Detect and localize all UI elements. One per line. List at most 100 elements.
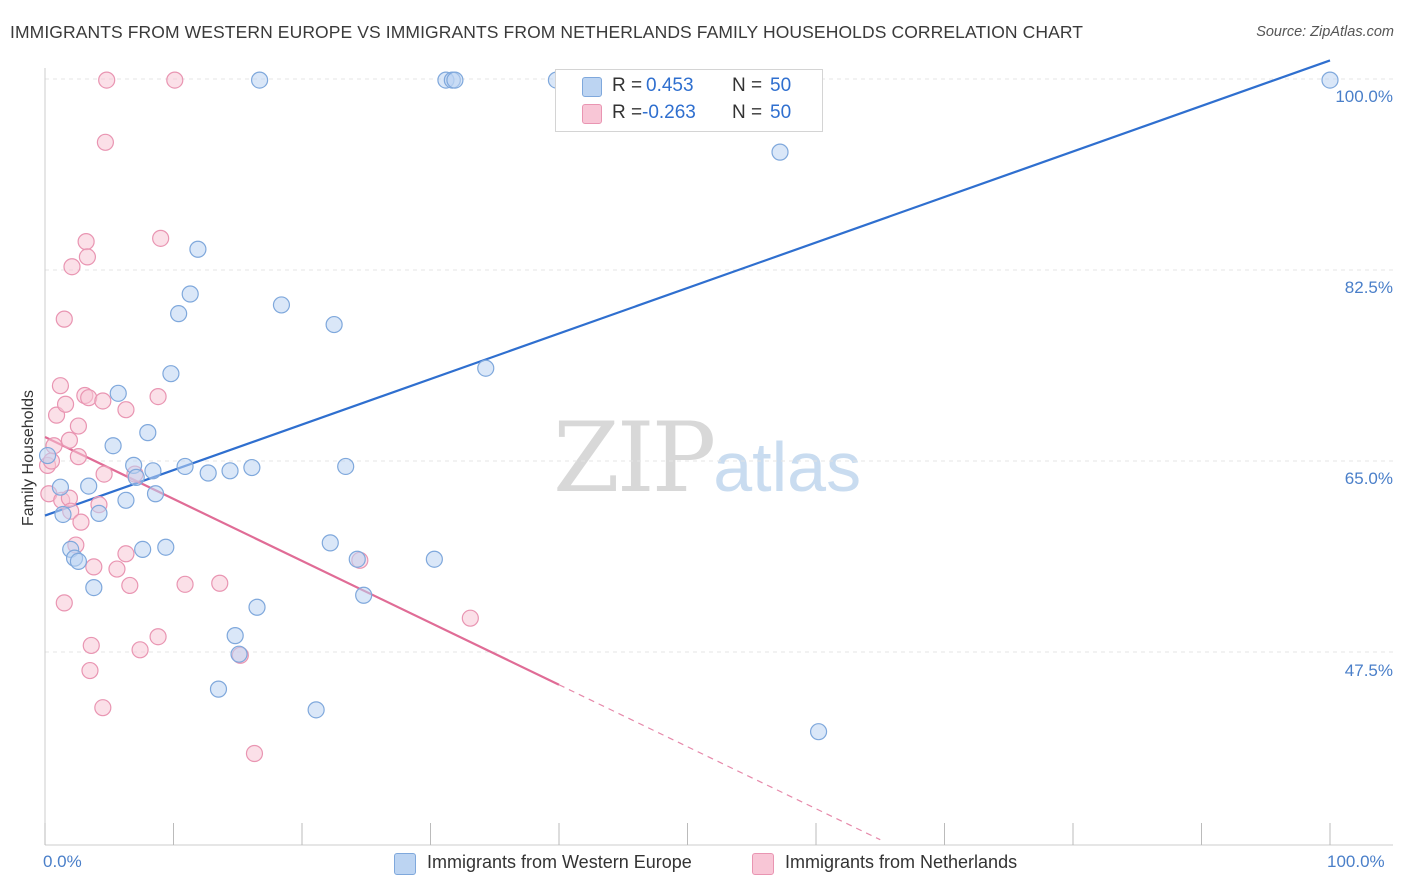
data-point-netherlands <box>60 431 79 449</box>
data-point-western-europe <box>38 446 57 465</box>
data-point-western-europe <box>157 538 175 556</box>
data-point-western-europe <box>127 468 145 486</box>
data-point-netherlands <box>55 594 73 612</box>
data-point-western-europe <box>104 437 122 455</box>
legend-swatch-pink <box>582 104 602 124</box>
data-point-western-europe <box>139 424 157 442</box>
data-point-western-europe <box>446 71 464 89</box>
source-credit: Source: ZipAtlas.com <box>1256 24 1394 40</box>
grid-layer <box>45 78 1393 653</box>
data-point-netherlands <box>461 609 479 627</box>
data-point-western-europe <box>348 550 366 568</box>
legend-n-label: N = <box>732 102 763 123</box>
data-point-netherlands <box>166 71 184 89</box>
data-point-western-europe <box>230 645 248 663</box>
bottom-legend-swatch-blue <box>394 853 416 875</box>
data-point-netherlands <box>72 513 90 531</box>
bottom-legend-swatch-pink <box>752 853 774 875</box>
chart-title: IMMIGRANTS FROM WESTERN EUROPE VS IMMIGR… <box>10 22 1084 42</box>
data-point-western-europe <box>771 143 789 161</box>
data-point-netherlands <box>117 545 135 563</box>
bottom-legend-label: Immigrants from Western Europe <box>427 852 692 872</box>
data-point-netherlands <box>56 395 75 413</box>
y-tick-label-100: 100.0% <box>1335 87 1393 106</box>
data-point-netherlands <box>245 744 264 763</box>
data-point-western-europe <box>425 550 443 568</box>
data-point-western-europe <box>181 285 199 303</box>
data-point-netherlands <box>95 465 113 483</box>
data-point-western-europe <box>1321 71 1339 89</box>
data-point-netherlands <box>94 392 112 410</box>
data-point-western-europe <box>250 71 269 89</box>
data-point-western-europe <box>325 315 343 334</box>
data-point-western-europe <box>170 305 188 323</box>
trend-lines <box>44 59 1331 841</box>
data-point-netherlands <box>98 71 116 89</box>
data-point-western-europe <box>85 579 103 597</box>
data-point-netherlands <box>108 560 126 578</box>
data-point-netherlands <box>51 377 70 395</box>
data-point-netherlands <box>78 248 97 266</box>
watermark: ZIPatlas <box>553 402 861 514</box>
data-point-netherlands <box>152 229 170 247</box>
data-point-western-europe <box>307 701 325 719</box>
watermark-zip: ZIP <box>553 402 716 514</box>
data-point-netherlands <box>69 417 88 435</box>
data-point-western-europe <box>162 365 180 383</box>
legend-n-value: 50 <box>770 102 792 123</box>
data-point-western-europe <box>54 505 72 524</box>
data-point-western-europe <box>109 384 127 402</box>
data-point-western-europe <box>80 477 98 495</box>
x-axis-max-label: 100.0% <box>1327 852 1385 871</box>
data-point-netherlands <box>211 574 229 592</box>
netherlands-points <box>38 71 479 763</box>
trend-line-western-europe <box>44 59 1331 517</box>
data-point-netherlands <box>121 576 139 595</box>
y-tick-label-47-5: 47.5% <box>1344 661 1393 680</box>
legend-r-value: -0.263 <box>642 102 696 123</box>
data-point-netherlands <box>69 448 88 466</box>
data-point-western-europe <box>199 464 217 482</box>
data-point-western-europe <box>146 485 165 503</box>
legend-n-value: 50 <box>770 75 792 96</box>
data-point-netherlands <box>85 558 103 576</box>
y-tick-label-65: 65.0% <box>1344 469 1393 488</box>
legend-r-label: R = <box>612 75 643 96</box>
correlation-legend: R = 0.453 N = 50 R = -0.263 N = 50 <box>555 69 823 132</box>
data-point-netherlands <box>63 258 81 276</box>
data-point-netherlands <box>81 661 99 680</box>
data-point-netherlands <box>55 310 73 328</box>
data-point-western-europe <box>243 458 261 477</box>
x-axis-min-label: 0.0% <box>43 852 82 871</box>
data-point-netherlands <box>96 133 114 151</box>
legend-r-label: R = <box>612 102 643 123</box>
data-point-netherlands <box>176 575 194 593</box>
data-point-netherlands <box>77 233 95 251</box>
data-point-western-europe <box>321 534 339 552</box>
data-point-western-europe <box>69 552 88 571</box>
data-point-netherlands <box>149 628 167 646</box>
data-point-netherlands <box>82 636 100 655</box>
data-point-netherlands <box>80 389 98 407</box>
data-point-western-europe <box>809 723 828 741</box>
data-point-netherlands <box>149 388 167 406</box>
axis-layer <box>44 68 1393 846</box>
data-point-western-europe <box>117 491 135 509</box>
trend-line-netherlands-extension <box>558 684 881 841</box>
data-point-western-europe <box>90 504 108 522</box>
data-point-netherlands <box>94 699 112 717</box>
data-point-western-europe <box>209 680 228 698</box>
bottom-legend-label: Immigrants from Netherlands <box>785 852 1018 872</box>
data-point-western-europe <box>144 462 162 480</box>
data-point-western-europe <box>248 598 266 616</box>
data-point-netherlands <box>131 641 149 659</box>
watermark-atlas: atlas <box>713 428 862 506</box>
data-point-netherlands <box>117 401 135 419</box>
data-point-western-europe <box>134 540 152 559</box>
legend-n-label: N = <box>732 75 763 96</box>
data-point-western-europe <box>337 457 355 476</box>
data-point-western-europe <box>355 586 373 604</box>
data-point-western-europe <box>221 462 239 480</box>
data-point-western-europe <box>477 359 495 377</box>
